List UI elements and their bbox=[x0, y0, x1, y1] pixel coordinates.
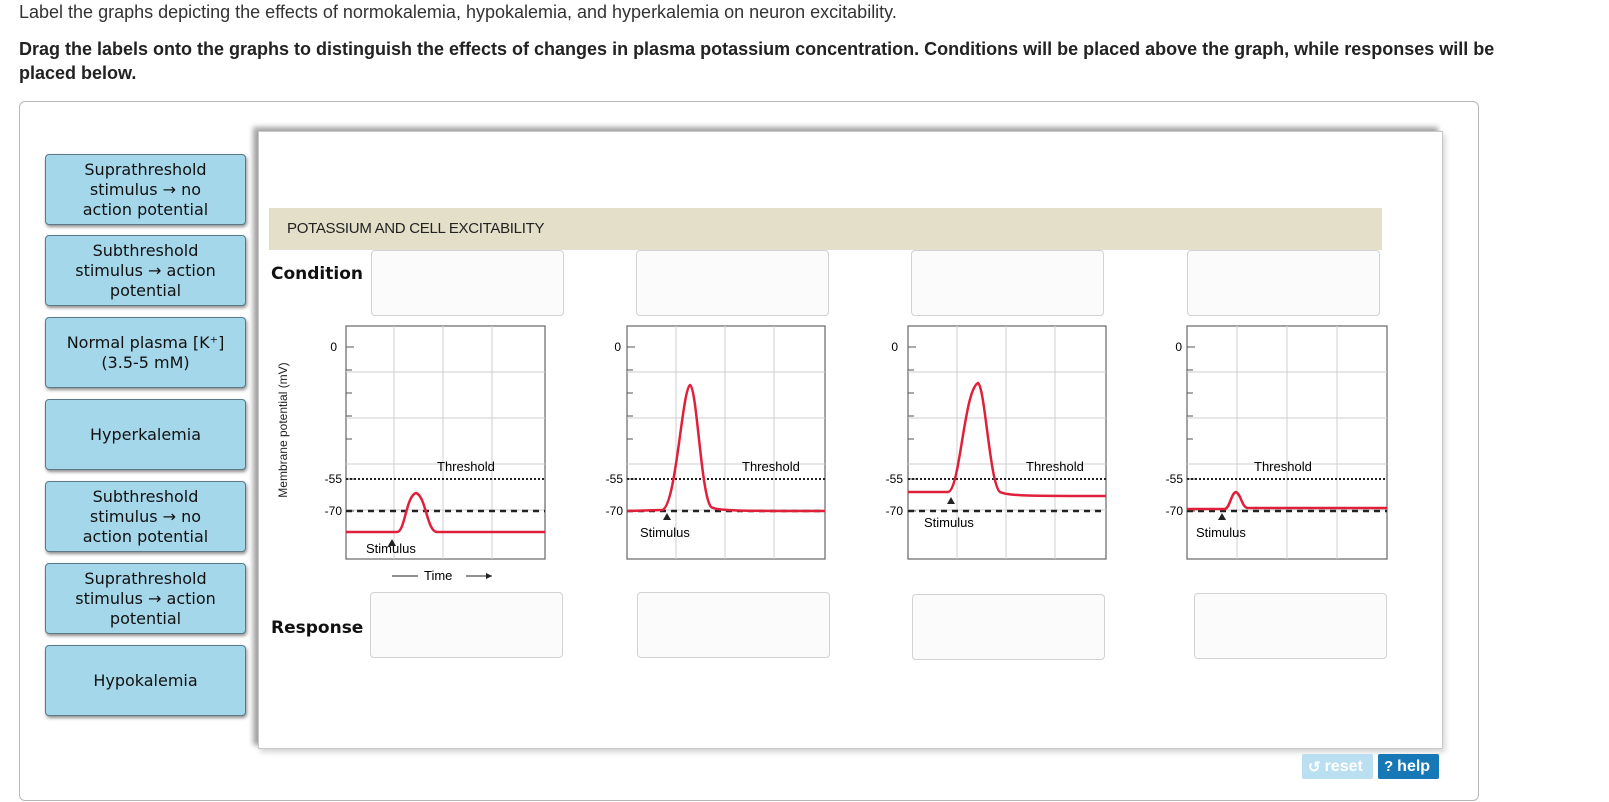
graph-2-frame bbox=[626, 325, 826, 560]
response-drop-zone-4[interactable] bbox=[1194, 593, 1387, 659]
label-text: Hyperkalemia bbox=[90, 425, 201, 445]
condition-drop-zone-3[interactable] bbox=[911, 250, 1104, 316]
instructions-line-1: Drag the labels onto the graphs to disti… bbox=[19, 39, 1495, 59]
graph-4-trace bbox=[1187, 490, 1387, 511]
drag-label-subthreshold-no-ap[interactable]: Subthreshold stimulus → no action potentia… bbox=[45, 481, 246, 552]
graph-3-tick-0: 0 bbox=[891, 340, 898, 354]
graph-4: 0 -55 -70 Threshold Stimulus bbox=[1166, 325, 1388, 560]
label-line: Suprathreshold bbox=[84, 159, 207, 179]
condition-drop-zone-1[interactable] bbox=[371, 250, 564, 316]
label-text: Suprathreshold stimulus → action potential bbox=[75, 569, 216, 629]
label-line: (3.5-5 mM) bbox=[101, 352, 190, 372]
graph-3-tick-55: -55 bbox=[886, 472, 904, 486]
label-line: Subthreshold bbox=[92, 240, 199, 260]
help-icon: ? bbox=[1384, 758, 1394, 775]
condition-drop-zone-4[interactable] bbox=[1187, 250, 1380, 316]
reset-icon: ↺ bbox=[1308, 758, 1321, 776]
label-text: Subthreshold stimulus → no action potentia… bbox=[83, 487, 209, 547]
graph-2-threshold-label: Threshold bbox=[742, 459, 800, 474]
graph-3-stimulus-label: Stimulus bbox=[924, 515, 974, 530]
graph-4-tick-70: -70 bbox=[1166, 504, 1184, 518]
drag-label-hypokalemia[interactable]: Hypokalemia bbox=[45, 645, 246, 716]
label-text: Hypokalemia bbox=[93, 671, 197, 691]
graph-3-threshold-label: Threshold bbox=[1026, 459, 1084, 474]
graph-3-trace bbox=[908, 381, 1107, 498]
graph-4-ticks bbox=[1187, 346, 1195, 512]
graph-2: 0 -55 -70 Threshold Stimulus bbox=[606, 325, 826, 560]
label-text: Normal plasma [K⁺] (3.5-5 mM) bbox=[67, 333, 225, 373]
help-label: help bbox=[1397, 757, 1431, 775]
graph-4-tick-0: 0 bbox=[1175, 340, 1182, 354]
drag-label-subthreshold-ap[interactable]: Subthreshold stimulus → action potential bbox=[45, 235, 246, 306]
response-row-label: Response bbox=[271, 618, 364, 638]
graph-4-threshold-label: Threshold bbox=[1254, 459, 1312, 474]
graph-1-tick-0: 0 bbox=[330, 340, 337, 354]
label-line: Normal plasma [K⁺] bbox=[66, 332, 225, 352]
graph-2-stimulus-arrow bbox=[663, 513, 671, 520]
graph-2-tick-55: -55 bbox=[606, 472, 624, 486]
response-drop-zone-1[interactable] bbox=[370, 592, 563, 658]
graph-2-stimulus-label: Stimulus bbox=[640, 525, 690, 540]
graph-1: 0 -55 -70 Threshold Stimulus Time bbox=[325, 325, 546, 583]
drag-label-suprathreshold-no-ap[interactable]: Suprathreshold stimulus → no action potent… bbox=[45, 154, 246, 225]
label-line: Hypokalemia bbox=[93, 670, 198, 690]
response-drop-zone-3[interactable] bbox=[912, 594, 1105, 660]
graph-1-tick-70: -70 bbox=[325, 504, 343, 518]
label-line: Subthreshold bbox=[92, 486, 199, 506]
drag-label-hyperkalemia[interactable]: Hyperkalemia bbox=[45, 399, 246, 470]
x-axis-label: Time bbox=[424, 568, 452, 583]
reset-label: reset bbox=[1324, 757, 1363, 775]
graph-4-stimulus-arrow bbox=[1218, 513, 1226, 520]
instructions-line-2: placed below. bbox=[19, 63, 137, 83]
graph-3: 0 -55 -70 Threshold Stimulus bbox=[886, 325, 1107, 560]
label-line: stimulus → action bbox=[75, 260, 216, 280]
label-line: stimulus → no bbox=[89, 506, 202, 526]
label-line: potential bbox=[109, 280, 182, 300]
reset-button[interactable]: ↺ reset bbox=[1302, 754, 1373, 779]
label-line: Suprathreshold bbox=[84, 568, 207, 588]
graph-3-tick-70: -70 bbox=[886, 504, 904, 518]
label-line: action potential bbox=[82, 526, 209, 546]
figure-banner: POTASSIUM AND CELL EXCITABILITY bbox=[269, 208, 1382, 250]
label-line: action potential bbox=[82, 199, 209, 219]
condition-row-label: Condition bbox=[271, 264, 363, 284]
label-text: Subthreshold stimulus → action potential bbox=[75, 241, 216, 301]
question-prompt: Label the graphs depicting the effects o… bbox=[19, 2, 897, 22]
label-line: stimulus → no bbox=[89, 179, 202, 199]
graph-1-frame bbox=[345, 325, 546, 560]
label-line: potential bbox=[109, 608, 182, 628]
graph-2-tick-70: -70 bbox=[606, 504, 624, 518]
label-text: Suprathreshold stimulus → no action potent… bbox=[83, 160, 209, 220]
label-line: stimulus → action bbox=[75, 588, 216, 608]
label-line: Hyperkalemia bbox=[90, 424, 201, 444]
condition-drop-zone-2[interactable] bbox=[636, 250, 829, 316]
graph-4-tick-55: -55 bbox=[1166, 472, 1184, 486]
help-button[interactable]: ? help bbox=[1378, 754, 1439, 779]
graph-2-tick-0: 0 bbox=[614, 340, 621, 354]
drag-label-suprathreshold-ap[interactable]: Suprathreshold stimulus → action potential bbox=[45, 563, 246, 634]
graph-1-stimulus-arrow bbox=[388, 539, 396, 546]
graph-1-tick-55: -55 bbox=[325, 472, 343, 486]
instructions: Drag the labels onto the graphs to disti… bbox=[19, 37, 1609, 85]
graph-2-trace bbox=[626, 383, 826, 513]
graph-1-stimulus-label: Stimulus bbox=[366, 541, 416, 556]
drag-label-normal-plasma[interactable]: Normal plasma [K⁺] (3.5-5 mM) bbox=[45, 317, 246, 388]
graph-1-threshold-label: Threshold bbox=[437, 459, 495, 474]
graph-4-stimulus-label: Stimulus bbox=[1196, 525, 1246, 540]
graph-3-frame bbox=[907, 325, 1107, 560]
graph-1-trace bbox=[346, 491, 545, 534]
graph-3-stimulus-arrow bbox=[947, 497, 955, 504]
response-drop-zone-2[interactable] bbox=[637, 592, 830, 658]
